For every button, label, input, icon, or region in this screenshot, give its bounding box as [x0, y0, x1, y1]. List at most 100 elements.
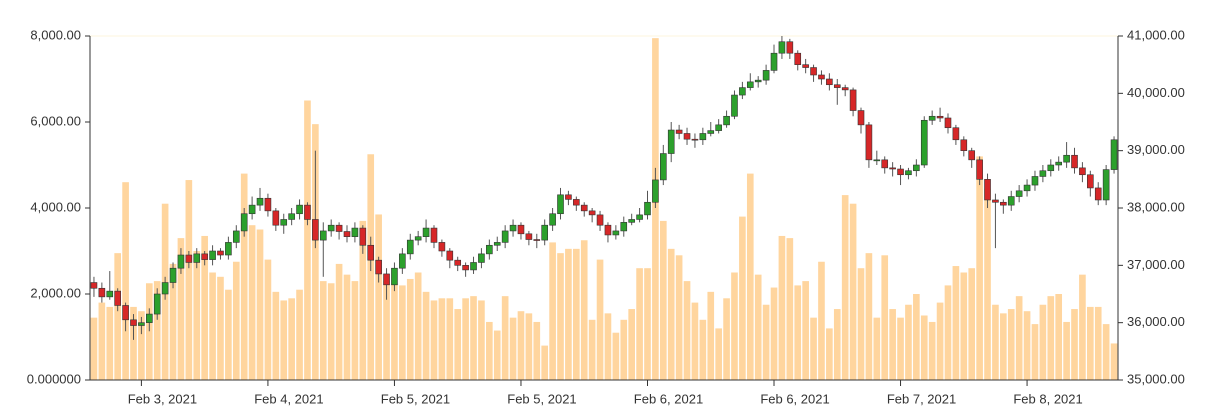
candle-body [264, 197, 272, 212]
candle-body [185, 254, 193, 263]
x-tick-label: Feb 5, 2021 [507, 391, 576, 406]
candle-body [296, 204, 303, 215]
volume-bar [1023, 311, 1031, 380]
candle-body [549, 213, 556, 226]
candle-body [541, 224, 548, 241]
volume-bar [106, 306, 114, 380]
volume-bar [185, 180, 193, 380]
candle-body [1071, 154, 1078, 169]
volume-bar [509, 317, 517, 380]
volume-bar [952, 266, 960, 380]
candle-body [580, 204, 588, 212]
candle-body [414, 236, 422, 241]
candle-body [723, 115, 730, 126]
volume-bar [391, 283, 398, 380]
candle-body [612, 230, 620, 236]
candle-body [707, 130, 715, 134]
candle-body [802, 64, 809, 68]
candle-body [169, 267, 177, 283]
candle-body [177, 254, 185, 269]
candle-body [1000, 201, 1007, 206]
volume-bar [130, 306, 137, 380]
volume-bar [691, 302, 699, 380]
candle-body [818, 74, 825, 80]
candle-body [573, 199, 580, 206]
volume-bar [833, 309, 841, 380]
volume-bar [699, 319, 707, 380]
candle-body [849, 89, 857, 111]
volume-bar [604, 313, 612, 380]
volume-bar [454, 309, 462, 380]
x-tick-label: Feb 7, 2021 [887, 391, 956, 406]
candle-body [470, 262, 477, 271]
y-tick-label: 6,000.00 [30, 113, 81, 128]
volume-bar [1079, 274, 1086, 380]
candle-body [225, 242, 232, 256]
volume-bar [351, 281, 359, 380]
volume-bar [675, 255, 683, 380]
y2-tick-label: 38,000.00 [1127, 199, 1185, 214]
volume-bar [667, 248, 675, 380]
candle-body [1063, 154, 1070, 163]
volume-bar [280, 300, 288, 380]
candle-body [833, 84, 841, 88]
y2-tick-label: 37,000.00 [1127, 257, 1185, 272]
candle-body [446, 250, 454, 261]
volume-bar [264, 259, 272, 380]
candle-body [604, 224, 612, 236]
volume-bar [114, 253, 121, 380]
volume-bar [897, 317, 904, 380]
y2-tick-label: 41,000.00 [1127, 27, 1185, 42]
y2-tick-label: 39,000.00 [1127, 142, 1185, 157]
volume-bar [1015, 296, 1023, 380]
candle-body [881, 159, 889, 169]
candle-body [98, 287, 106, 298]
volume-bar [153, 281, 161, 380]
volume-bar [913, 294, 920, 380]
volume-bar [517, 311, 525, 380]
candle-body [620, 222, 628, 232]
candle-body [114, 290, 121, 306]
volume-bar [478, 300, 485, 380]
volume-bar [889, 309, 896, 380]
x-tick-label: Feb 5, 2021 [381, 391, 450, 406]
volume-bar [240, 173, 248, 380]
volume-bar [1110, 343, 1118, 380]
y2-tick-label: 35,000.00 [1127, 371, 1185, 386]
volume-bar [826, 328, 833, 380]
candle-body [533, 239, 541, 241]
candle-body [138, 322, 145, 326]
candle-body [873, 159, 881, 162]
candle-body [509, 224, 517, 232]
y-tick-label: 2,000.00 [30, 285, 81, 300]
volume-bar [98, 302, 106, 380]
volume-bar [446, 298, 454, 380]
volume-bar [343, 274, 351, 380]
volume-bar [596, 259, 604, 380]
candle-body [1102, 169, 1110, 201]
candle-body [565, 194, 572, 200]
volume-bar [177, 238, 185, 380]
candle-body [762, 70, 770, 81]
x-tick-label: Feb 6, 2021 [634, 391, 703, 406]
candle-body [272, 210, 280, 226]
volume-bar [936, 302, 944, 380]
volume-bar [327, 283, 335, 380]
volume-bar [960, 272, 968, 380]
volume-bar [225, 289, 232, 380]
volume-bar [612, 332, 620, 380]
candle-body [739, 87, 746, 96]
candle-body [865, 124, 873, 161]
volume-bar [683, 281, 691, 380]
candle-body [462, 265, 469, 271]
candle-body [454, 259, 462, 266]
volume-bar [944, 285, 952, 380]
volume-bar [414, 272, 422, 380]
candle-body [422, 227, 430, 237]
candle-body [90, 282, 98, 289]
volume-bar [818, 261, 825, 380]
volume-bar [406, 278, 414, 380]
candle-body [636, 214, 643, 220]
candle-body [841, 87, 849, 91]
volume-bar [232, 261, 240, 380]
